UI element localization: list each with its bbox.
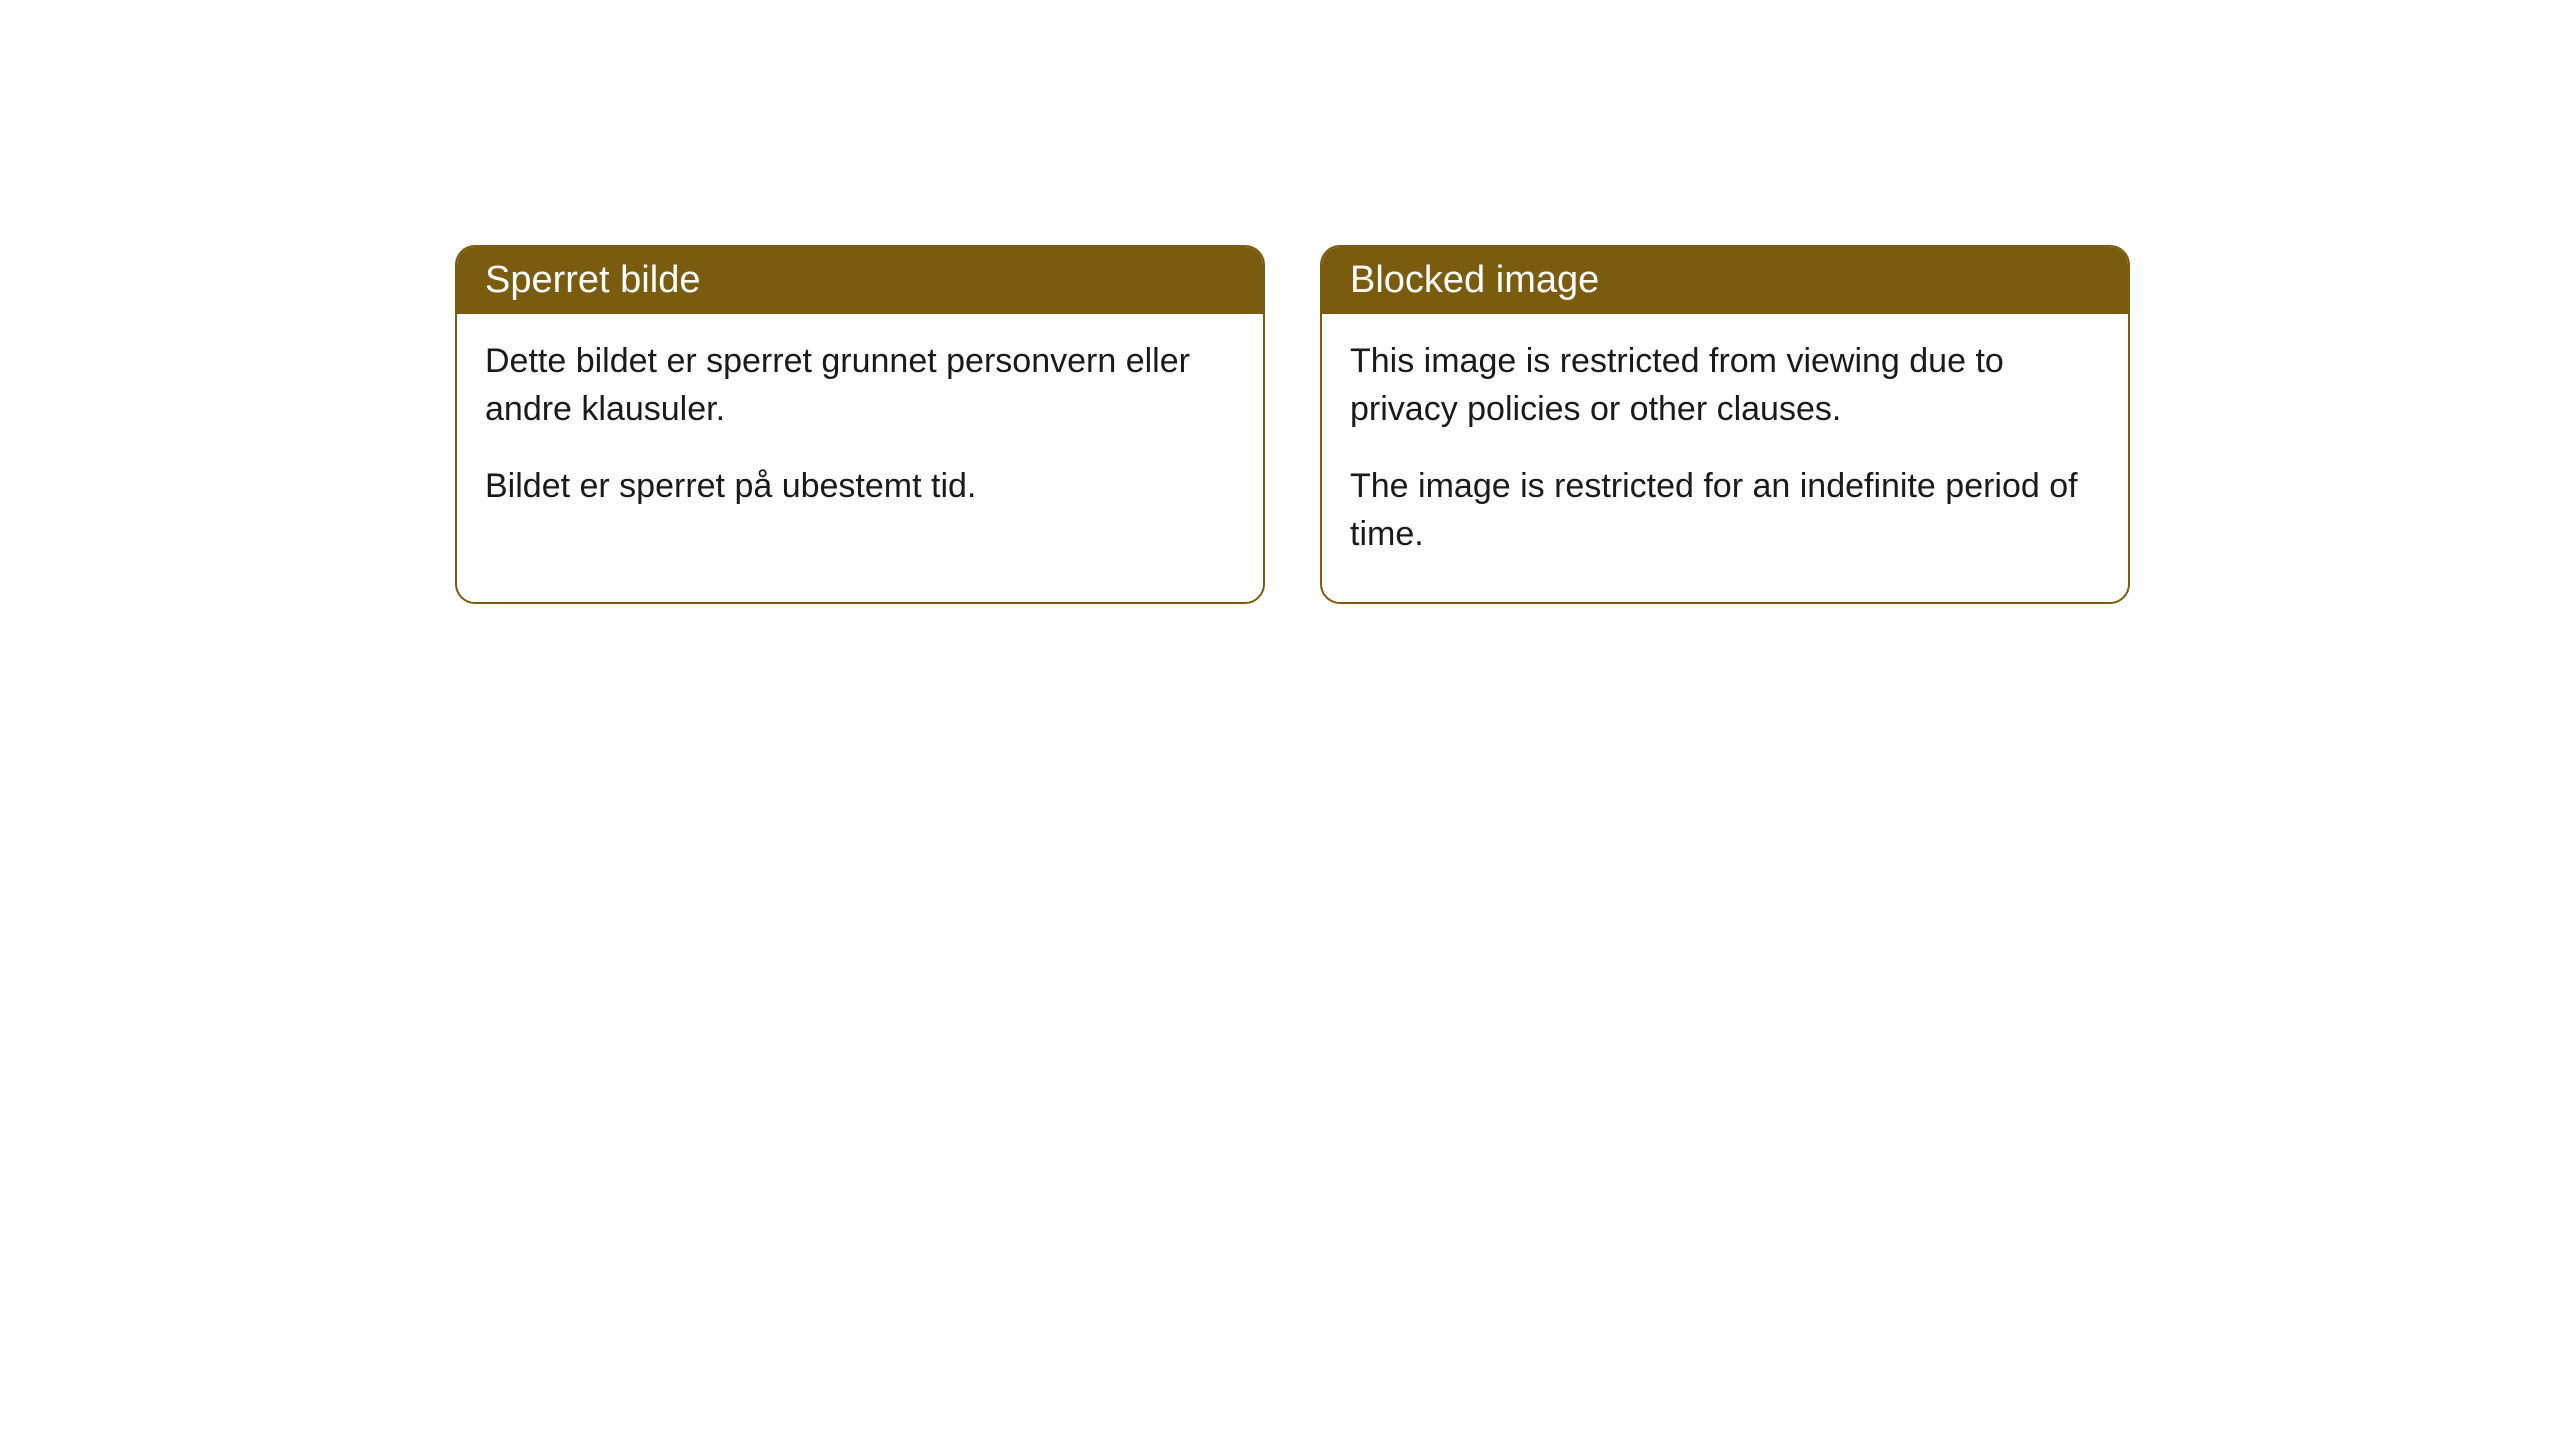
card-paragraph: The image is restricted for an indefinit… (1350, 463, 2100, 558)
card-paragraph: Bildet er sperret på ubestemt tid. (485, 463, 1235, 511)
card-header: Blocked image (1322, 247, 2128, 314)
card-header: Sperret bilde (457, 247, 1263, 314)
card-paragraph: This image is restricted from viewing du… (1350, 338, 2100, 433)
card-body: Dette bildet er sperret grunnet personve… (457, 314, 1263, 555)
card-title: Sperret bilde (485, 259, 700, 301)
card-body: This image is restricted from viewing du… (1322, 314, 2128, 602)
card-paragraph: Dette bildet er sperret grunnet personve… (485, 338, 1235, 433)
notice-cards-container: Sperret bilde Dette bildet er sperret gr… (455, 245, 2560, 604)
notice-card-english: Blocked image This image is restricted f… (1320, 245, 2130, 604)
card-title: Blocked image (1350, 259, 1599, 301)
notice-card-norwegian: Sperret bilde Dette bildet er sperret gr… (455, 245, 1265, 604)
